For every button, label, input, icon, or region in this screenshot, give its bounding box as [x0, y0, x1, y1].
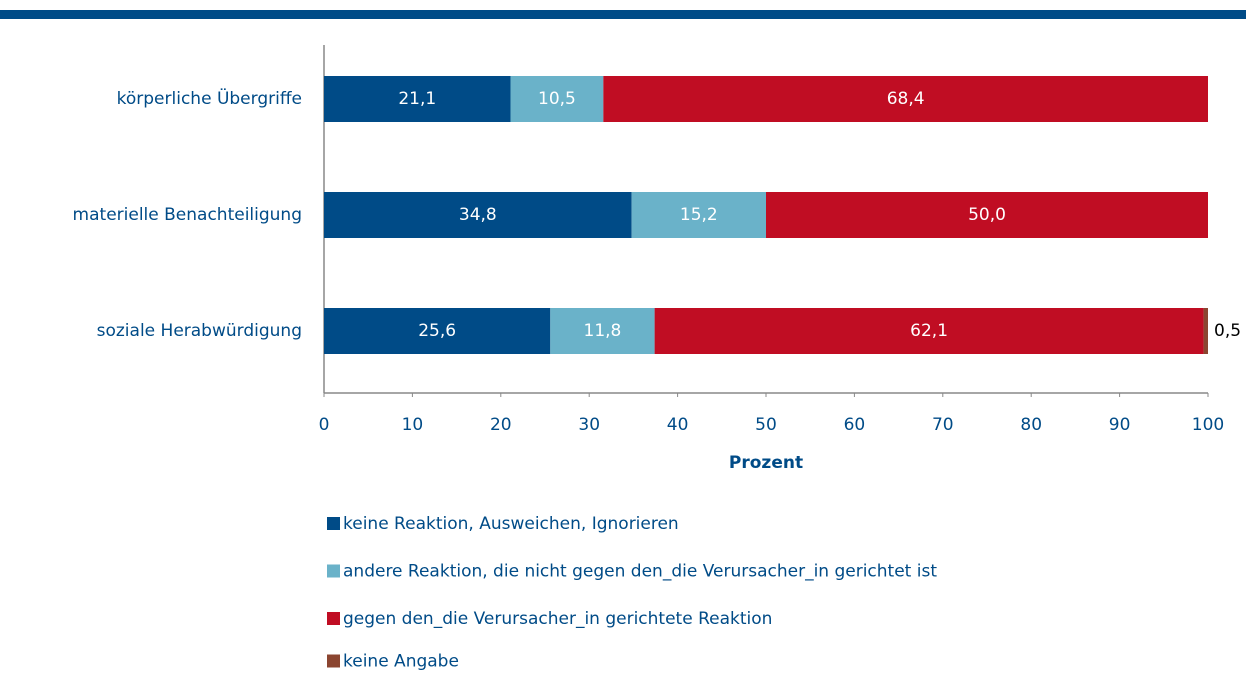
legend-label: keine Reaktion, Ausweichen, Ignorieren — [343, 514, 679, 534]
data-label: 62,1 — [910, 321, 948, 341]
data-label: 21,1 — [398, 89, 436, 109]
data-label: 50,0 — [968, 205, 1006, 225]
bar-segment — [510, 76, 604, 122]
bar-segment — [550, 308, 655, 354]
legend-swatch — [327, 564, 340, 578]
header-band — [0, 10, 1246, 19]
data-label: 25,6 — [418, 321, 456, 341]
x-tick-label: 90 — [1109, 415, 1131, 435]
y-tick-label: soziale Herabwürdigung — [97, 321, 302, 341]
x-tick-label: 40 — [667, 415, 689, 435]
x-tick-label: 20 — [490, 415, 512, 435]
bar-segment — [603, 76, 1208, 122]
data-label: 10,5 — [538, 89, 576, 109]
data-label: 0,5 — [1214, 321, 1241, 341]
bar-segment — [324, 192, 632, 238]
bar-segment — [631, 192, 766, 238]
data-label: 11,8 — [584, 321, 622, 341]
x-axis-label: Prozent — [729, 453, 803, 473]
data-label: 34,8 — [459, 205, 497, 225]
x-tick-label: 100 — [1192, 415, 1224, 435]
x-tick-label: 80 — [1020, 415, 1042, 435]
x-tick-label: 50 — [755, 415, 777, 435]
bar-segment — [766, 192, 1208, 238]
legend-swatch — [327, 654, 340, 668]
data-label: 15,2 — [680, 205, 718, 225]
y-tick-label: materielle Benachteiligung — [73, 205, 302, 225]
legend-swatch — [327, 517, 340, 530]
x-tick-label: 30 — [578, 415, 600, 435]
data-label: 68,4 — [887, 89, 925, 109]
x-tick-label: 10 — [402, 415, 424, 435]
x-tick-label: 60 — [844, 415, 866, 435]
bar-segment — [324, 308, 551, 354]
bar-segment — [1203, 308, 1208, 354]
x-tick-label: 70 — [932, 415, 954, 435]
legend-label: keine Angabe — [343, 652, 459, 672]
legend-label: andere Reaktion, die nicht gegen den_die… — [343, 562, 937, 582]
x-tick-label: 0 — [319, 415, 330, 435]
y-tick-label: körperliche Übergriffe — [117, 87, 302, 109]
bar-segment — [324, 76, 511, 122]
legend-swatch — [327, 612, 340, 625]
legend-label: gegen den_die Verursacher_in gerichtete … — [343, 609, 772, 629]
bar-segment — [654, 308, 1204, 354]
